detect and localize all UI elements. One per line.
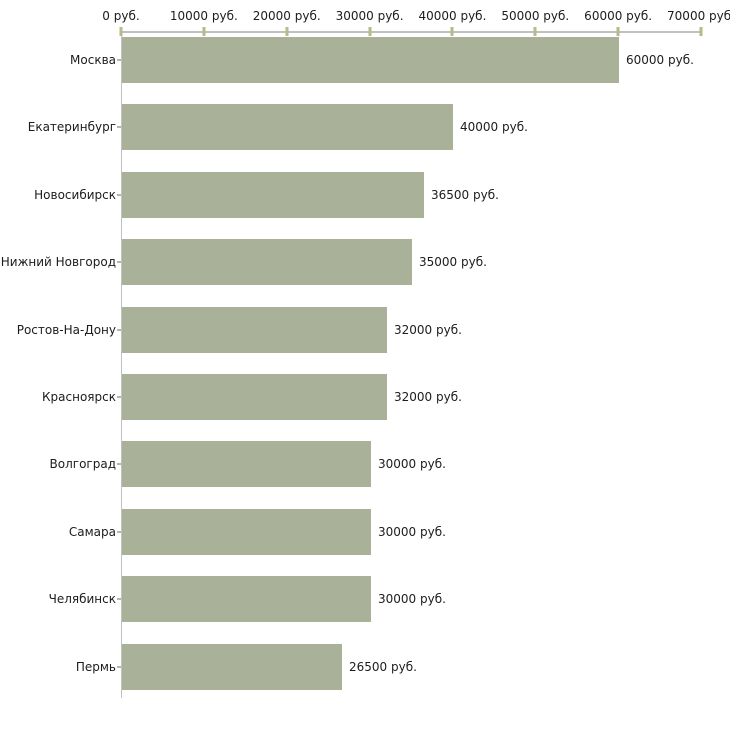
x-axis-tick-label: 50000 руб. (501, 9, 570, 23)
x-axis-tick-label: 10000 руб. (169, 9, 238, 23)
x-axis-tick-label: 0 руб. (102, 9, 140, 23)
category-label: Самара (68, 525, 116, 539)
x-axis-tick (699, 27, 703, 36)
category-label: Москва (70, 53, 116, 67)
x-axis-tick (285, 27, 289, 36)
x-axis-tick (202, 27, 206, 36)
bar (122, 576, 371, 622)
category-tick (117, 329, 121, 331)
x-axis-tick (533, 27, 537, 36)
bar-value-label: 40000 руб. (460, 120, 528, 134)
category-tick (117, 531, 121, 533)
category-tick (117, 59, 121, 61)
bar-value-label: 35000 руб. (419, 255, 487, 269)
category-label: Нижний Новгород (0, 255, 116, 269)
category-tick (117, 666, 121, 668)
bar-value-label: 26500 руб. (349, 660, 417, 674)
bar-value-label: 60000 руб. (626, 53, 694, 67)
category-label: Волгоград (49, 457, 116, 471)
category-label: Челябинск (48, 592, 116, 606)
category-tick (117, 396, 121, 398)
bar-value-label: 32000 руб. (394, 390, 462, 404)
bar-value-label: 30000 руб. (378, 592, 446, 606)
x-axis-tick-label: 40000 руб. (418, 9, 487, 23)
x-axis-tick (616, 27, 620, 36)
bar-value-label: 32000 руб. (394, 323, 462, 337)
bar (122, 441, 371, 487)
category-tick (117, 261, 121, 263)
x-axis-line (121, 31, 701, 33)
y-axis-line (121, 31, 122, 698)
bar (122, 307, 387, 353)
bar (122, 37, 619, 83)
category-tick (117, 463, 121, 465)
bar (122, 239, 412, 285)
bar-value-label: 30000 руб. (378, 457, 446, 471)
category-label: Красноярск (42, 390, 116, 404)
x-axis-tick-label: 20000 руб. (252, 9, 321, 23)
category-label: Пермь (75, 660, 116, 674)
bar-value-label: 36500 руб. (431, 188, 499, 202)
category-label: Екатеринбург (27, 120, 116, 134)
category-tick (117, 126, 121, 128)
bar (122, 509, 371, 555)
category-tick (117, 194, 121, 196)
category-label: Ростов-На-Дону (16, 323, 116, 337)
bar-value-label: 30000 руб. (378, 525, 446, 539)
bar (122, 644, 342, 690)
x-axis-tick (450, 27, 454, 36)
x-axis-tick-label: 60000 руб. (584, 9, 653, 23)
category-label: Новосибирск (34, 188, 116, 202)
x-axis-tick (368, 27, 372, 36)
x-axis-tick-label: 70000 руб. (667, 9, 730, 23)
bar (122, 172, 424, 218)
bar (122, 374, 387, 420)
x-axis-tick-label: 30000 руб. (335, 9, 404, 23)
category-tick (117, 598, 121, 600)
x-axis-tick (119, 27, 123, 36)
bar (122, 104, 453, 150)
